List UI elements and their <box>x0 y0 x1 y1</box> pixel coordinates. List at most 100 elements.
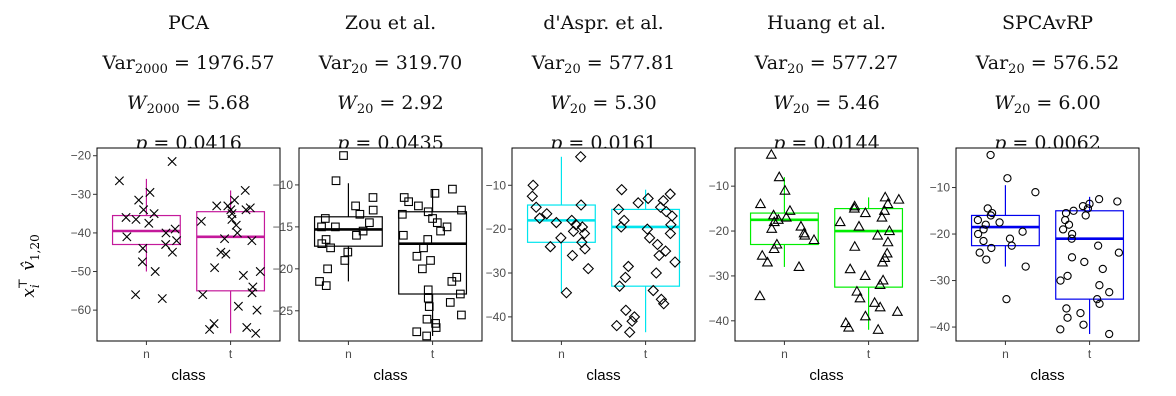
data-point <box>891 305 904 316</box>
data-point <box>859 206 872 218</box>
plot-frame <box>511 147 696 342</box>
data-point <box>660 205 673 218</box>
data-point <box>1056 325 1065 334</box>
x-tick-label: n <box>558 347 565 361</box>
panel-title-line: W20 = 2.92 <box>337 92 443 117</box>
x-axis-label: class <box>586 367 620 384</box>
data-point <box>448 184 457 194</box>
data-point <box>430 188 440 198</box>
x-tick-label: t <box>644 347 648 361</box>
data-point <box>877 274 889 285</box>
y-tick-label: −10 <box>273 178 294 192</box>
data-point <box>423 235 433 244</box>
data-point <box>1081 211 1090 220</box>
data-point <box>613 280 626 292</box>
data-point <box>610 319 623 332</box>
data-point <box>150 266 160 277</box>
data-point <box>560 286 573 299</box>
x-tick-label: t <box>229 347 233 361</box>
data-point <box>1056 276 1065 285</box>
data-point <box>868 296 881 307</box>
data-point <box>669 256 681 268</box>
data-point <box>161 239 171 250</box>
panel-title-line: d'Aspr. et al. <box>543 12 663 34</box>
data-point <box>455 289 465 299</box>
data-point <box>1062 304 1071 313</box>
data-point <box>447 277 457 286</box>
x-tick-label: n <box>143 347 150 361</box>
box <box>834 207 904 288</box>
data-point <box>1095 299 1104 308</box>
data-point <box>161 228 171 238</box>
data-point <box>131 214 141 224</box>
y-tick-label: −40 <box>709 314 730 328</box>
data-point <box>331 176 341 186</box>
panel-title-line: W20 = 6.00 <box>994 92 1100 117</box>
data-point <box>986 150 995 160</box>
data-point <box>145 187 155 197</box>
data-point <box>134 195 144 205</box>
data-point <box>1079 320 1088 329</box>
data-point <box>761 256 774 267</box>
x-tick-label: t <box>867 347 871 361</box>
data-point <box>780 211 793 222</box>
panel-title-line: Var20 = 319.70 <box>318 52 462 77</box>
y-tick-label: −20 <box>71 149 92 163</box>
y-tick-label: −40 <box>486 310 507 324</box>
y-tick-label: −50 <box>71 265 92 279</box>
y-tick-label: −40 <box>71 226 92 240</box>
data-point <box>567 225 580 238</box>
data-point <box>422 314 432 324</box>
data-point <box>424 302 434 311</box>
data-point <box>404 197 413 207</box>
box <box>611 208 681 287</box>
data-point <box>131 290 141 300</box>
data-point <box>204 324 215 335</box>
data-point <box>1113 197 1122 206</box>
y-tick-label: −30 <box>930 274 951 288</box>
panel-title-line: Zou et al. <box>345 12 436 34</box>
data-point <box>317 222 326 232</box>
data-point <box>768 242 780 254</box>
y-tick-label: −40 <box>930 320 951 334</box>
data-point <box>632 197 644 209</box>
data-point <box>445 298 455 307</box>
data-point <box>882 236 894 247</box>
data-point <box>878 204 891 215</box>
data-point <box>414 201 423 211</box>
data-point <box>1063 271 1072 281</box>
data-point <box>765 222 778 233</box>
y-tick-label: −20 <box>930 227 951 241</box>
data-point <box>423 285 433 295</box>
data-point <box>615 221 627 233</box>
data-point <box>987 243 996 253</box>
data-point <box>238 270 248 280</box>
data-point <box>1098 264 1107 274</box>
data-point <box>419 243 428 253</box>
data-point <box>114 176 125 186</box>
data-point <box>1067 253 1077 262</box>
data-point <box>317 239 327 249</box>
data-point <box>457 310 466 320</box>
data-point <box>216 247 226 257</box>
panel-title-line: Var20 = 576.52 <box>975 52 1119 77</box>
data-point <box>1114 248 1124 257</box>
y-tick-label: −30 <box>709 269 730 283</box>
data-point <box>876 256 889 267</box>
data-point <box>540 208 553 220</box>
data-point <box>879 191 891 202</box>
data-point <box>566 249 579 262</box>
data-point <box>1007 241 1016 250</box>
data-point <box>628 311 641 323</box>
data-point <box>1093 294 1102 304</box>
data-point <box>550 216 563 229</box>
data-point <box>650 267 663 279</box>
x-axis-label: class <box>809 367 843 384</box>
data-point <box>321 281 331 290</box>
data-point <box>423 293 433 303</box>
box <box>970 214 1040 247</box>
data-point <box>368 193 378 202</box>
data-point <box>436 226 445 236</box>
